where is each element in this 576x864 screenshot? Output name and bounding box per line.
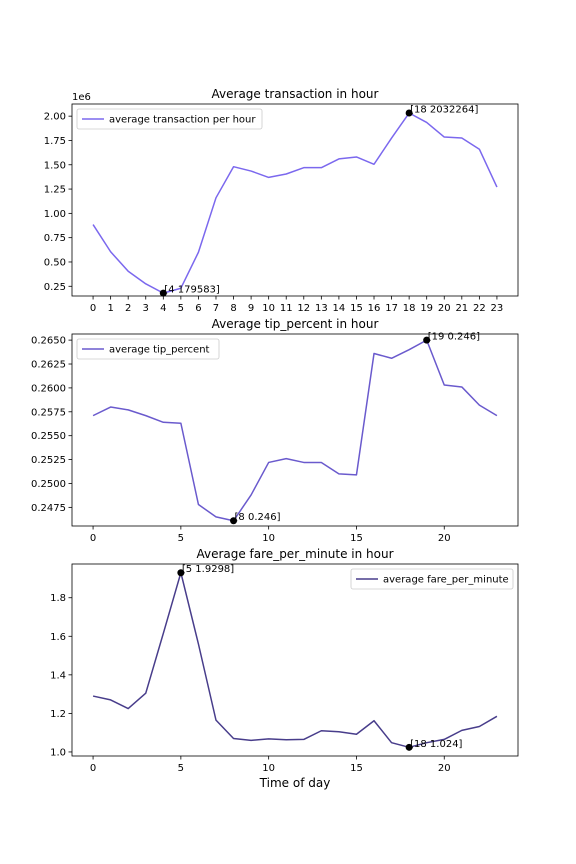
x-tick-label: 3 <box>143 303 149 314</box>
x-tick-label: 6 <box>195 303 201 314</box>
y-tick-label: 1.6 <box>50 632 66 643</box>
x-tick-label: 12 <box>297 303 310 314</box>
annotation-marker <box>177 569 185 577</box>
x-tick-label: 1 <box>107 303 113 314</box>
annotation-label: [5 1.9298] <box>182 564 234 575</box>
x-tick-label: 0 <box>90 763 96 774</box>
x-tick-label: 15 <box>350 303 363 314</box>
annotation-label: [19 0.246] <box>428 332 480 343</box>
legend: average transaction per hour <box>76 108 263 130</box>
series-line <box>92 112 498 294</box>
x-tick-label: 20 <box>438 533 451 544</box>
annotation-label: [18 1.024] <box>410 739 462 750</box>
chart-title: Average transaction in hour <box>212 87 379 101</box>
y-tick-label: 1.25 <box>44 185 66 196</box>
annotation-marker <box>423 336 431 344</box>
y-tick-label: 1.4 <box>50 670 66 681</box>
annotation-label: [18 2032264] <box>410 105 478 116</box>
y-tick-label: 0.2525 <box>31 455 66 466</box>
y-tick-label: 1.8 <box>50 593 66 604</box>
axes-frame <box>71 103 519 297</box>
annotation-marker <box>405 109 413 117</box>
y-tick-label: 1.75 <box>44 136 66 147</box>
chart-title: Average fare_per_minute in hour <box>196 547 393 561</box>
chart-panel-3: Average fare_per_minute in hour 0 5 10 15 20 1… <box>50 547 519 790</box>
axes-frame <box>71 563 519 757</box>
x-tick-label: 15 <box>350 763 363 774</box>
legend: average tip_percent <box>76 338 220 360</box>
x-tick-label: 4 <box>160 303 166 314</box>
x-tick-label: 10 <box>262 533 275 544</box>
x-tick-label: 20 <box>438 763 451 774</box>
x-tick-label: 2 <box>125 303 131 314</box>
legend-box <box>76 338 220 360</box>
chart-panel-2: Average tip_percent in hour 0 5 10 15 20 0.247… <box>31 317 519 544</box>
annotation-marker <box>159 289 167 297</box>
x-tick-label: 10 <box>262 303 275 314</box>
x-tick-label: 7 <box>213 303 219 314</box>
x-tick-label: 11 <box>280 303 293 314</box>
y-tick-label: 0.2575 <box>31 407 66 418</box>
legend-box <box>76 108 263 130</box>
y-tick-label: 2.00 <box>44 112 66 123</box>
x-tick-label: 10 <box>262 763 275 774</box>
x-tick-label: 5 <box>178 763 184 774</box>
x-tick-label: 20 <box>438 303 451 314</box>
annotation-marker <box>230 517 238 525</box>
y-tick-label: 1.00 <box>44 209 66 220</box>
x-tick-label: 0 <box>90 533 96 544</box>
y-tick-label: 1.50 <box>44 160 66 171</box>
y-tick-label: 0.50 <box>44 257 66 268</box>
legend-label: average tip_percent <box>109 345 210 356</box>
x-axis-label: Time of day <box>259 776 331 790</box>
x-tick-label: 17 <box>385 303 398 314</box>
annotation-marker <box>405 743 413 751</box>
x-tick-label: 14 <box>333 303 346 314</box>
y-tick-label: 0.75 <box>44 233 66 244</box>
y-tick-label: 0.2625 <box>31 360 66 371</box>
y-tick-label: 1.0 <box>50 747 66 758</box>
legend-box <box>350 568 514 590</box>
series-line <box>92 339 498 522</box>
x-tick-label: 23 <box>491 303 504 314</box>
chart-title: Average tip_percent in hour <box>212 317 379 331</box>
x-tick-label: 5 <box>178 533 184 544</box>
x-tick-label: 16 <box>368 303 381 314</box>
axes-frame <box>71 333 519 527</box>
legend-label: average transaction per hour <box>109 115 256 126</box>
x-tick-label: 9 <box>248 303 254 314</box>
x-tick-label: 8 <box>230 303 236 314</box>
y-tick-label: 0.2475 <box>31 503 66 514</box>
y-offset-label: 1e6 <box>72 92 91 103</box>
x-tick-label: 0 <box>90 303 96 314</box>
x-tick-label: 15 <box>350 533 363 544</box>
annotation-label: [8 0.246] <box>235 512 281 523</box>
legend: average fare_per_minute <box>350 568 514 590</box>
y-tick-label: 0.25 <box>44 282 66 293</box>
y-tick-label: 0.2650 <box>31 336 66 347</box>
y-tick-label: 0.2600 <box>31 383 66 394</box>
x-tick-label: 22 <box>473 303 486 314</box>
x-tick-label: 21 <box>455 303 468 314</box>
x-tick-label: 19 <box>420 303 433 314</box>
series-line <box>92 571 498 749</box>
x-tick-label: 5 <box>178 303 184 314</box>
y-tick-label: 0.2500 <box>31 479 66 490</box>
x-tick-label: 13 <box>315 303 328 314</box>
x-tick-label: 18 <box>403 303 416 314</box>
y-tick-label: 1.2 <box>50 709 66 720</box>
legend-label: average fare_per_minute <box>383 575 509 586</box>
annotation-label: [4 179583] <box>164 285 220 296</box>
y-tick-label: 0.2550 <box>31 431 66 442</box>
